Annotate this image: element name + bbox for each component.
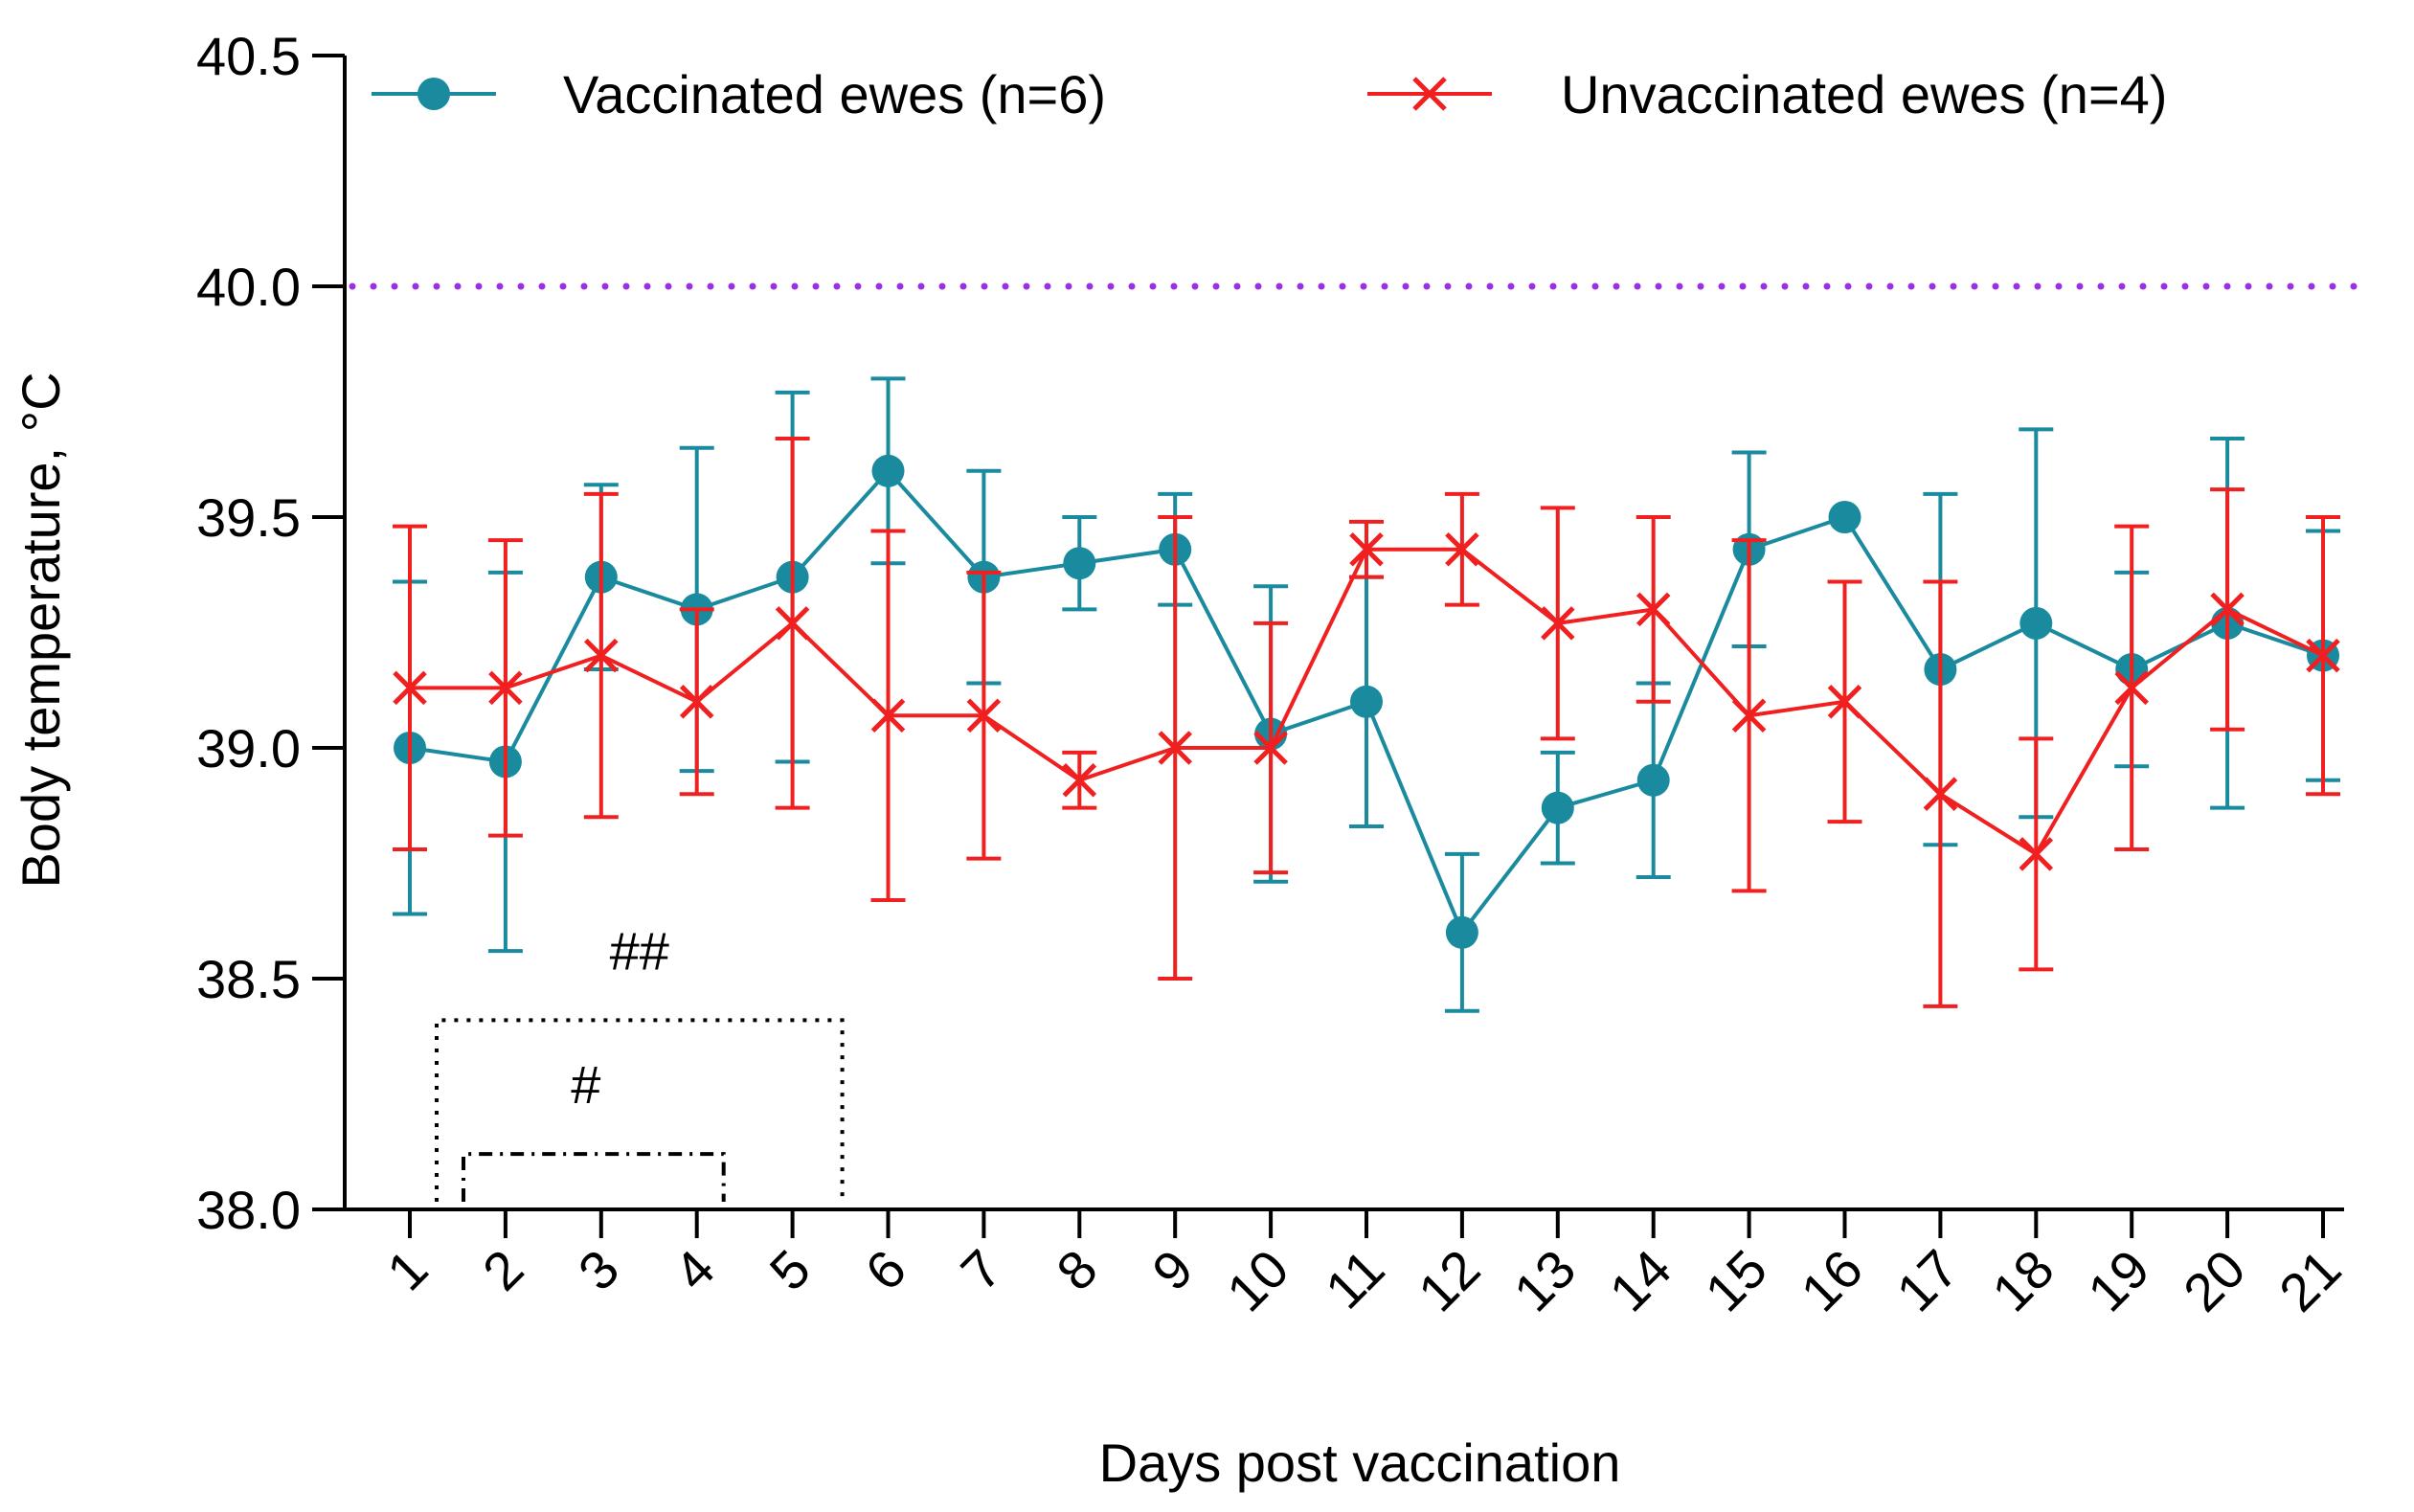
x-tick-label: 19 (2076, 1238, 2161, 1323)
data-point (1062, 762, 1097, 798)
significance-label: # (571, 1054, 600, 1115)
x-tick-label: 9 (1140, 1238, 1205, 1302)
data-point (1253, 731, 1288, 765)
data-point (584, 638, 619, 673)
y-tick-label: 40.0 (196, 257, 301, 317)
legend-label: Vaccinated ewes (n=6) (563, 64, 1106, 124)
significance-bracket (435, 1018, 845, 1202)
data-point (871, 454, 905, 487)
series-unvaccinated (393, 437, 2340, 1008)
data-point (775, 606, 810, 641)
x-tick-label: 5 (758, 1238, 823, 1302)
legend-marker-icon (1412, 77, 1447, 111)
x-tick-label: 6 (853, 1238, 917, 1302)
data-point (1063, 547, 1096, 580)
data-point (1541, 606, 1575, 641)
y-tick-label: 39.5 (196, 487, 301, 548)
data-point (393, 670, 427, 706)
x-tick-label: 10 (1215, 1238, 1300, 1323)
x-tick-label: 17 (1884, 1238, 1970, 1323)
x-tick-label: 8 (1045, 1238, 1109, 1302)
x-tick-label: 3 (567, 1238, 631, 1302)
x-tick-label: 7 (949, 1238, 1013, 1302)
data-point (488, 670, 523, 706)
x-tick-label: 2 (471, 1238, 535, 1302)
x-tick-label: 20 (2172, 1238, 2257, 1323)
y-tick-label: 40.5 (196, 26, 301, 86)
x-tick-label: 13 (1502, 1238, 1588, 1323)
data-point (870, 698, 906, 733)
data-point (1827, 685, 1862, 719)
data-point (1350, 685, 1383, 718)
legend-label: Unvaccinated ewes (n=4) (1561, 64, 2167, 124)
legend-marker-icon (417, 78, 450, 110)
data-point (1636, 592, 1671, 627)
significance-bracket (462, 1152, 726, 1202)
x-tick-label: 14 (1598, 1238, 1683, 1323)
data-point (2114, 670, 2149, 706)
data-point (2210, 592, 2245, 627)
legend-item-vaccinated: Vaccinated ewes (n=6) (372, 64, 1106, 124)
data-point (1541, 791, 1574, 824)
data-point (1828, 501, 1861, 533)
legend-item-unvaccinated: Unvaccinated ewes (n=4) (1367, 64, 2167, 124)
x-tick-label: 1 (375, 1238, 440, 1302)
x-tick-label: 21 (2267, 1238, 2353, 1323)
data-point (1636, 763, 1670, 797)
data-point (2019, 606, 2053, 640)
data-point (1731, 698, 1767, 733)
data-point (1349, 531, 1384, 567)
y-tick-label: 39.0 (196, 718, 301, 779)
significance-label: ## (610, 920, 669, 981)
x-tick-label: 11 (1314, 1238, 1396, 1320)
y-tick-label: 38.0 (196, 1180, 301, 1240)
x-axis-title: Days post vaccination (1099, 1433, 1621, 1493)
data-point (2019, 837, 2054, 871)
data-point (2306, 638, 2340, 673)
y-tick-label: 38.5 (196, 949, 301, 1009)
x-tick-label: 15 (1693, 1238, 1778, 1323)
data-point (1445, 531, 1479, 567)
data-point (1923, 777, 1958, 811)
data-point (966, 698, 1002, 733)
x-tick-label: 4 (663, 1238, 727, 1302)
y-axis-title: Body temperature, °C (11, 372, 71, 888)
x-tick-label: 18 (1980, 1238, 2065, 1323)
data-point (1158, 731, 1192, 765)
x-tick-label: 16 (1789, 1238, 1874, 1323)
x-tick-label: 12 (1407, 1238, 1492, 1323)
data-point (679, 685, 714, 719)
data-point (1445, 915, 1478, 949)
